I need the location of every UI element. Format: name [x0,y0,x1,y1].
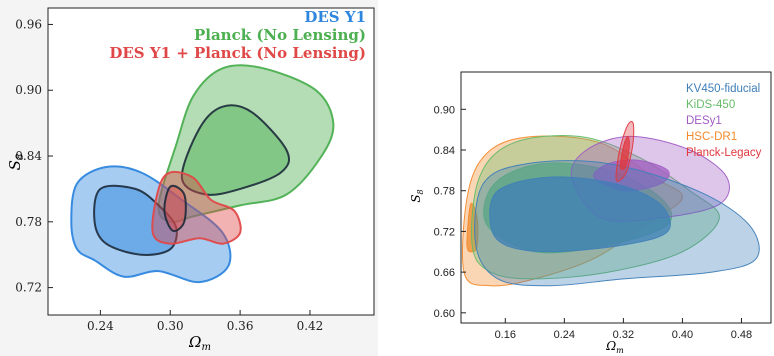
des-y1-contour-68 [93,184,178,256]
y-tick-label: 0.72 [434,226,455,238]
legend-entry: Planck-Legacy [686,147,762,159]
x-tick-label: 0.24 [554,329,575,341]
right-ticks: 0.16 0.24 0.32 0.40 0.48 0.60 0.66 0.72 0.78 0.84… [434,104,753,341]
x-tick-label: 0.30 [157,319,184,333]
left-chart: 0.24 0.30 0.36 0.42 0.72 0.78 0.84 0.90 0.96 DES… [0,0,378,356]
y-tick-label: 0.90 [434,104,455,116]
legend-entry: Planck (No Lensing) [194,26,366,44]
y-tick-label: 0.78 [15,215,42,229]
planck-legacy-contour-68 [619,135,630,171]
y-tick-label: 0.84 [15,149,42,163]
legend-entry: DES Y1 + Planck (No Lensing) [109,44,366,62]
y-tick-label: 0.84 [434,145,455,157]
x-tick-label: 0.24 [87,319,114,333]
legend-entry: KV450-fiducial [686,83,760,95]
y-tick-label: 0.72 [15,281,42,295]
right-legend: KV450-fiducial KiDS-450 DESy1 HSC-DR1 Planck… [686,83,762,159]
x-tick-label: 0.16 [495,329,516,341]
y-tick-label: 0.96 [15,17,42,31]
des-y1-planck-no-lensing-contour-95 [151,170,242,245]
legend-entry: DES Y1 [304,8,366,26]
left-plot-area [47,7,375,316]
left-ticks: 0.24 0.30 0.36 0.42 0.72 0.78 0.84 0.90 0.96 [15,17,323,333]
legend-entry: DESy1 [686,115,722,127]
x-tick-label: 0.32 [613,329,634,341]
planck-no-lensing-contour-68 [180,104,291,196]
y-tick-label: 0.60 [434,308,455,320]
right-y-axis-label: S8 [409,189,425,202]
des-y1-contour-95 [70,165,232,284]
left-x-axis-label: Ωm [188,333,211,353]
planck-no-lensing-contour-95 [157,64,335,224]
des-y1-planck-no-lensing-contour-68 [163,184,187,232]
y-tick-label: 0.90 [15,83,42,97]
x-tick-label: 0.36 [227,319,254,333]
x-tick-label: 0.42 [297,319,324,333]
right-x-axis-label: Ωm [605,339,624,355]
left-y-axis-label: S8 [6,154,26,171]
y-tick-label: 0.66 [434,267,455,279]
left-contours [70,64,335,284]
x-tick-label: 0.48 [731,329,752,341]
right-contours [461,121,760,287]
x-tick-label: 0.40 [672,329,693,341]
legend-entry: KiDS-450 [686,99,735,111]
right-chart: 0.16 0.24 0.32 0.40 0.48 0.60 0.66 0.72 0.78 0.84… [409,71,772,355]
y-tick-label: 0.78 [434,186,455,198]
legend-entry: HSC-DR1 [686,131,737,143]
kv450-fiducial-contour-68 [489,176,671,253]
